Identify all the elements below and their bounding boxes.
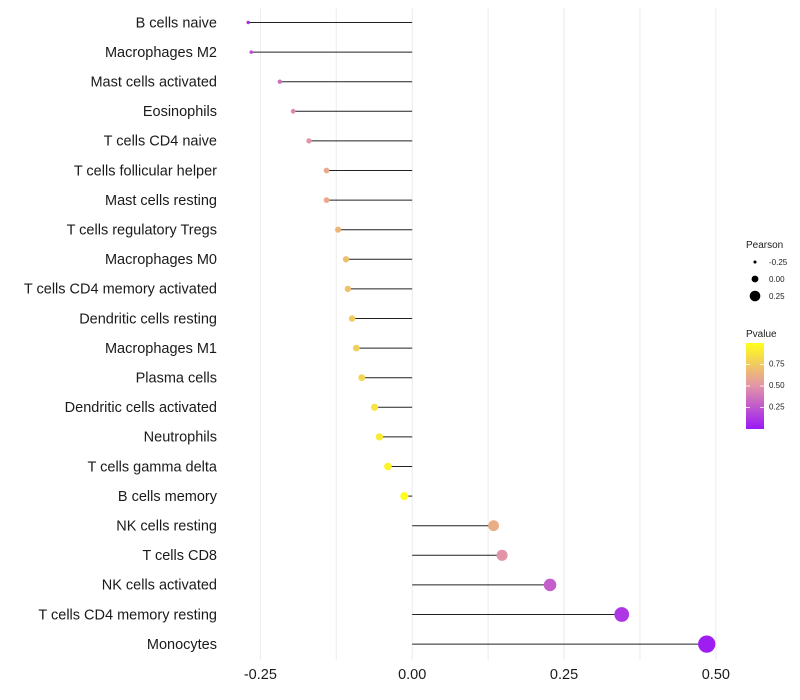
- grid-layer: [259, 8, 717, 660]
- lollipop-point: [277, 79, 282, 84]
- category-label: NK cells activated: [102, 578, 217, 594]
- legend-color-label: 0.50: [769, 381, 785, 390]
- legend-color-title: Pvalue: [746, 329, 777, 340]
- lollipop-point: [344, 285, 352, 293]
- lollipop-point: [342, 256, 350, 263]
- legend-size-key: [749, 290, 761, 302]
- lollipop-point: [246, 20, 250, 25]
- x-tick-label: 0.50: [702, 667, 730, 683]
- x-tick-label: 0.25: [550, 667, 578, 683]
- legend-size-key: [751, 275, 759, 283]
- legend-size-key: [753, 260, 757, 264]
- category-label: B cells memory: [118, 489, 218, 505]
- legend-size-title: Pearson: [746, 240, 783, 251]
- category-label: Eosinophils: [143, 104, 217, 120]
- lollipop-point: [290, 108, 296, 114]
- lollipop-point: [698, 635, 716, 653]
- category-label: T cells CD4 naive: [104, 134, 217, 150]
- category-label: Monocytes: [147, 637, 217, 653]
- lollipop-point: [323, 197, 330, 203]
- legend-color-label: 0.75: [769, 360, 785, 369]
- lollipop-point: [323, 167, 330, 174]
- point-layer: [246, 20, 716, 653]
- lollipop-point: [249, 50, 253, 54]
- category-label: Neutrophils: [144, 430, 217, 446]
- x-tick-label: -0.25: [244, 667, 277, 683]
- category-label: NK cells resting: [116, 519, 217, 535]
- lollipop-point: [543, 578, 557, 592]
- lollipop-point: [306, 138, 312, 144]
- lollipop-point: [370, 403, 379, 411]
- category-labels: B cells naive Macrophages M2 Mast cells ac…: [24, 15, 218, 653]
- lollipop-point: [496, 549, 508, 561]
- segment-layer: [248, 22, 707, 645]
- x-axis-ticks: -0.25 0.00 0.25 0.50: [244, 667, 730, 683]
- category-label: T cells gamma delta: [88, 459, 218, 475]
- x-tick-label: 0.00: [398, 667, 426, 683]
- lollipop-point: [614, 607, 630, 622]
- category-label: Mast cells resting: [105, 193, 217, 209]
- legend: Pearson -0.25 0.00 0.25 Pvalue 0.25 0.50 0.7…: [746, 240, 788, 429]
- category-label: Macrophages M0: [105, 252, 217, 268]
- lollipop-point: [352, 344, 360, 352]
- legend-size-items: -0.25 0.00 0.25: [749, 258, 788, 302]
- category-label: Plasma cells: [136, 371, 217, 387]
- category-label: Macrophages M1: [105, 341, 217, 357]
- lollipop-point: [348, 315, 356, 322]
- category-label: T cells regulatory Tregs: [67, 223, 217, 239]
- category-label: Macrophages M2: [105, 45, 217, 61]
- lollipop-point: [335, 226, 342, 233]
- lollipop-point: [488, 520, 499, 532]
- lollipop-point: [375, 433, 384, 441]
- category-label: T cells CD4 memory activated: [24, 282, 217, 298]
- legend-size-label: -0.25: [769, 258, 788, 267]
- legend-size-label: 0.25: [769, 292, 785, 301]
- legend-color-ticks: 0.25 0.50 0.75: [746, 360, 785, 412]
- legend-color-label: 0.25: [769, 403, 785, 412]
- category-label: T cells CD8: [142, 548, 217, 564]
- legend-size-label: 0.00: [769, 275, 785, 284]
- pvalue-colorbar: [746, 343, 764, 429]
- category-label: Mast cells activated: [90, 75, 217, 91]
- category-label: Dendritic cells activated: [65, 400, 217, 416]
- category-label: T cells CD4 memory resting: [38, 607, 217, 623]
- lollipop-point: [400, 492, 409, 501]
- category-label: T cells follicular helper: [74, 163, 217, 179]
- lollipop-point: [384, 462, 392, 471]
- lollipop-point: [358, 374, 366, 382]
- category-label: B cells naive: [136, 15, 217, 31]
- category-label: Dendritic cells resting: [79, 311, 217, 327]
